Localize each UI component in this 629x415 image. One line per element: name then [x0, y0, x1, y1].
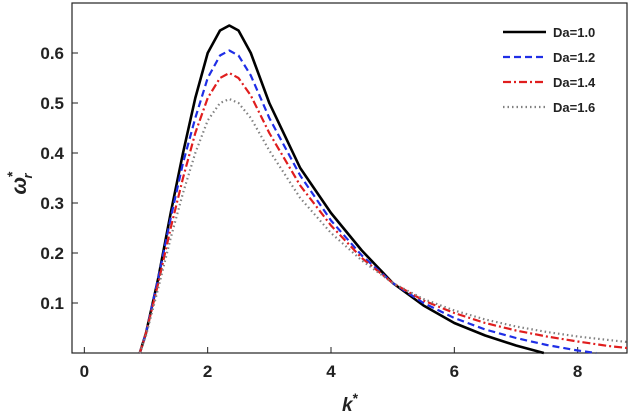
y-tick-label: 0.6 [40, 44, 64, 63]
svg-text:ω*r: ω*r [4, 171, 35, 195]
y-tick-label: 0.2 [40, 244, 64, 263]
legend-label-da-1-2: Da=1.2 [553, 50, 595, 65]
x-tick-label: 0 [80, 362, 89, 381]
x-axis-label: k* [342, 390, 359, 415]
legend: Da=1.0 Da=1.2 Da=1.4 Da=1.6 [503, 25, 596, 115]
series-line-da-1-4 [138, 71, 628, 354]
x-tick-label: 8 [573, 362, 582, 381]
plot-area-frame [71, 2, 628, 354]
series-line-da-1-2 [138, 49, 597, 355]
legend-label-da-1-6: Da=1.6 [553, 100, 595, 115]
legend-label-da-1-0: Da=1.0 [553, 25, 595, 40]
x-tick-label: 6 [450, 362, 459, 381]
y-axis-label: ω*r [4, 171, 35, 195]
y-tick-label: 0.3 [40, 194, 64, 213]
y-axis-ticks: 0.1 0.2 0.3 0.4 0.5 0.6 [40, 44, 78, 313]
x-tick-label: 2 [203, 362, 212, 381]
series-layer [138, 24, 628, 355]
y-tick-label: 0.1 [40, 294, 64, 313]
y-tick-label: 0.4 [40, 144, 64, 163]
y-tick-label: 0.5 [40, 94, 64, 113]
legend-label-da-1-4: Da=1.4 [553, 75, 596, 90]
x-tick-label: 4 [326, 362, 336, 381]
series-line-da-1-6 [138, 97, 628, 354]
series-line-da-1-0 [138, 24, 545, 355]
